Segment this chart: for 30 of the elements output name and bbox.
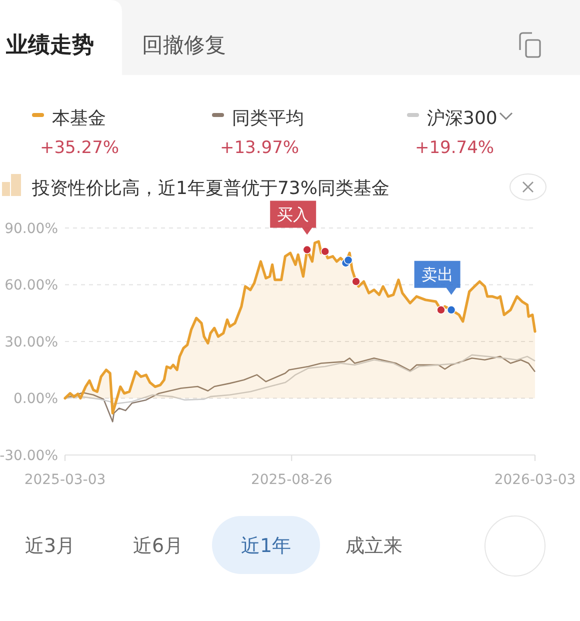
point	[446, 306, 456, 314]
y-tick-label: 60.00%	[4, 278, 58, 294]
annotation: 买入	[277, 204, 310, 224]
point	[344, 256, 353, 265]
point	[302, 245, 312, 254]
text: +19.74%	[415, 138, 494, 158]
y-tick-label: 90.00%	[4, 220, 58, 237]
text: +35.27%	[40, 138, 120, 158]
x-tick-label: 2025-03-03	[24, 472, 106, 488]
text: +13.97%	[220, 138, 300, 158]
text: 投资性价比高，近1年夏普优于73%同类基金	[31, 178, 390, 199]
x-tick-label: 2026-03-03	[494, 472, 576, 488]
text: 近6月	[132, 535, 184, 557]
y-tick-label: 0.00%	[14, 391, 58, 408]
chart-title: 业绩走势	[5, 33, 94, 58]
x-tick-label: 2025-08-26	[250, 472, 332, 488]
text: 近3月	[24, 535, 76, 557]
y-tick-label: 30.00%	[4, 334, 58, 350]
legend-label: 沪深300	[427, 108, 498, 129]
legend-label: 同类平均	[232, 108, 304, 129]
point	[320, 247, 330, 256]
text: 回撤修复	[142, 33, 226, 57]
text: 近1年	[240, 535, 292, 557]
y-tick-label: -30.00%	[0, 448, 58, 464]
text: 成立来	[346, 535, 402, 557]
line-series	[64, 354, 536, 405]
point	[436, 306, 446, 314]
point	[352, 277, 360, 286]
annotation: 卖出	[421, 264, 454, 284]
legend-label: 本基金	[52, 108, 106, 129]
